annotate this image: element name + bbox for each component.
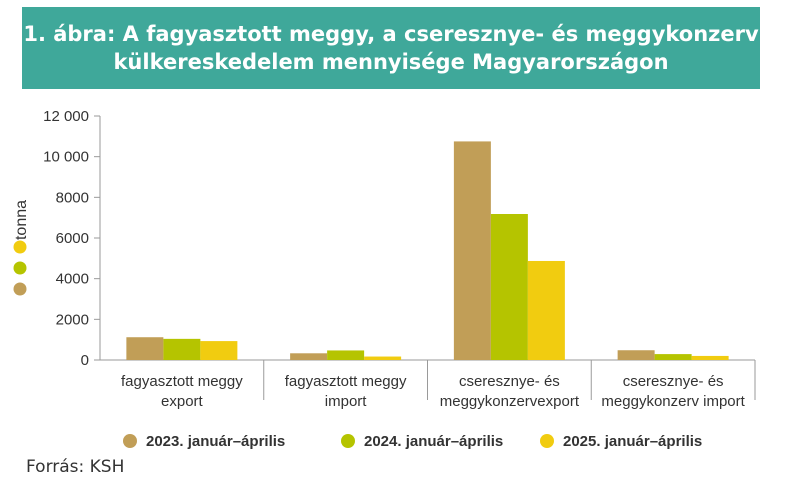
legend-label: 2025. január–április <box>563 433 702 450</box>
bars <box>126 141 729 360</box>
legend: 2023. január–április 2024. január–április… <box>123 433 702 450</box>
y-tick-label: 0 <box>81 352 89 369</box>
y-tick-label: 12 000 <box>43 108 89 125</box>
y-tick-label: 6000 <box>56 230 89 247</box>
bar <box>163 338 201 360</box>
x-tick-label: export <box>161 393 204 410</box>
legend-marker <box>540 434 554 448</box>
bar <box>126 337 164 360</box>
chart-title-banner: 1. ábra: A fagyasztott meggy, a csereszn… <box>22 7 760 89</box>
x-tick-label: fagyasztott meggy <box>285 373 407 390</box>
legend-label: 2023. január–április <box>146 433 285 450</box>
legend-marker <box>341 434 355 448</box>
x-tick-label: fagyasztott meggy <box>121 373 243 390</box>
y-axis-label-group: tonna <box>13 200 30 240</box>
x-tick-label: cseresznye- és <box>459 373 560 390</box>
bar <box>327 350 365 360</box>
y-label-series-dot <box>13 240 27 254</box>
bar <box>617 350 655 360</box>
y-axis-series-markers <box>13 240 27 296</box>
y-tick-label: 10 000 <box>43 149 89 166</box>
y-axis-label: tonna <box>13 200 30 240</box>
bar <box>364 356 402 360</box>
y-ticks: 0 2000 4000 6000 8000 10 000 12 000 <box>43 108 100 369</box>
bar <box>527 260 565 360</box>
y-tick-label: 2000 <box>56 311 89 328</box>
x-tick-label: import <box>325 393 368 410</box>
bar <box>453 141 491 360</box>
bar <box>691 355 729 360</box>
y-label-series-dot <box>13 261 27 275</box>
y-tick-label: 4000 <box>56 271 89 288</box>
bar <box>290 353 328 360</box>
legend-label: 2024. január–április <box>364 433 503 450</box>
y-tick-label: 8000 <box>56 189 89 206</box>
x-tick-label: meggykonzervexport <box>440 393 580 410</box>
bar <box>654 354 692 360</box>
chart-title-line-1: 1. ábra: A fagyasztott meggy, a csereszn… <box>23 22 759 46</box>
y-label-series-dot <box>13 282 27 296</box>
source-note: Forrás: KSH <box>26 457 125 477</box>
x-tick-label: meggykonzerv import <box>601 393 745 410</box>
bar <box>490 214 528 360</box>
legend-marker <box>123 434 137 448</box>
x-tick-labels: fagyasztott meggy export fagyasztott meggy… <box>121 373 746 410</box>
chart-title-line-2: külkereskedelem mennyisége Magyarországo… <box>113 50 669 74</box>
x-tick-label: cseresznye- és <box>623 373 724 390</box>
bar <box>200 341 238 360</box>
